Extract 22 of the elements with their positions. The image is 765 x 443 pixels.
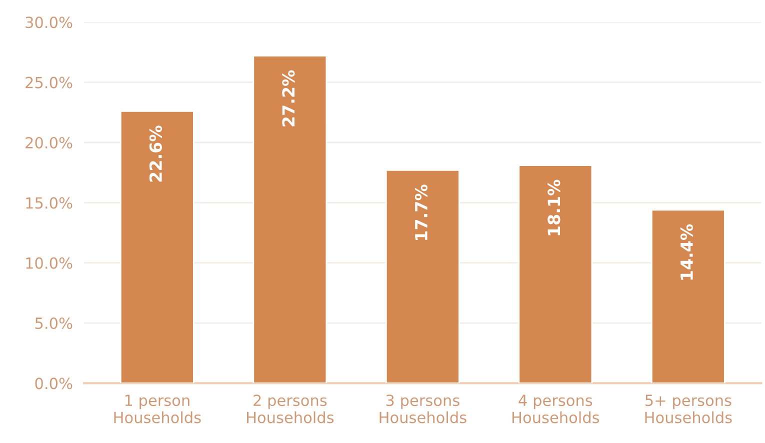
y-tick-label: 20.0%	[26, 136, 72, 149]
x-tick-label: 2 persons Households	[247, 394, 334, 424]
x-tick-label: 3 persons Households	[380, 394, 466, 424]
y-tick-label: 0.0%	[35, 378, 72, 390]
x-tick-label: 4 persons Households	[512, 394, 600, 424]
y-tick-label: 10.0%	[26, 257, 72, 269]
data-label: 17.7%	[414, 184, 428, 240]
bar	[252, 55, 328, 384]
y-tick-label: 15.0%	[26, 197, 72, 209]
x-tick-label: 1 person Households	[114, 394, 201, 424]
bar	[650, 209, 726, 384]
bar	[518, 164, 593, 384]
data-label: 27.2%	[282, 70, 295, 126]
bar	[385, 169, 460, 384]
data-label: 18.1%	[548, 180, 560, 236]
data-label: 22.6%	[149, 126, 162, 182]
y-tick-label: 25.0%	[26, 76, 72, 88]
x-tick-label: 5+ persons Households	[645, 394, 732, 424]
y-tick-label: 5.0%	[35, 317, 72, 330]
y-tick-label: 30.0%	[26, 16, 72, 28]
bar	[120, 110, 194, 384]
data-label: 14.4%	[680, 224, 693, 280]
